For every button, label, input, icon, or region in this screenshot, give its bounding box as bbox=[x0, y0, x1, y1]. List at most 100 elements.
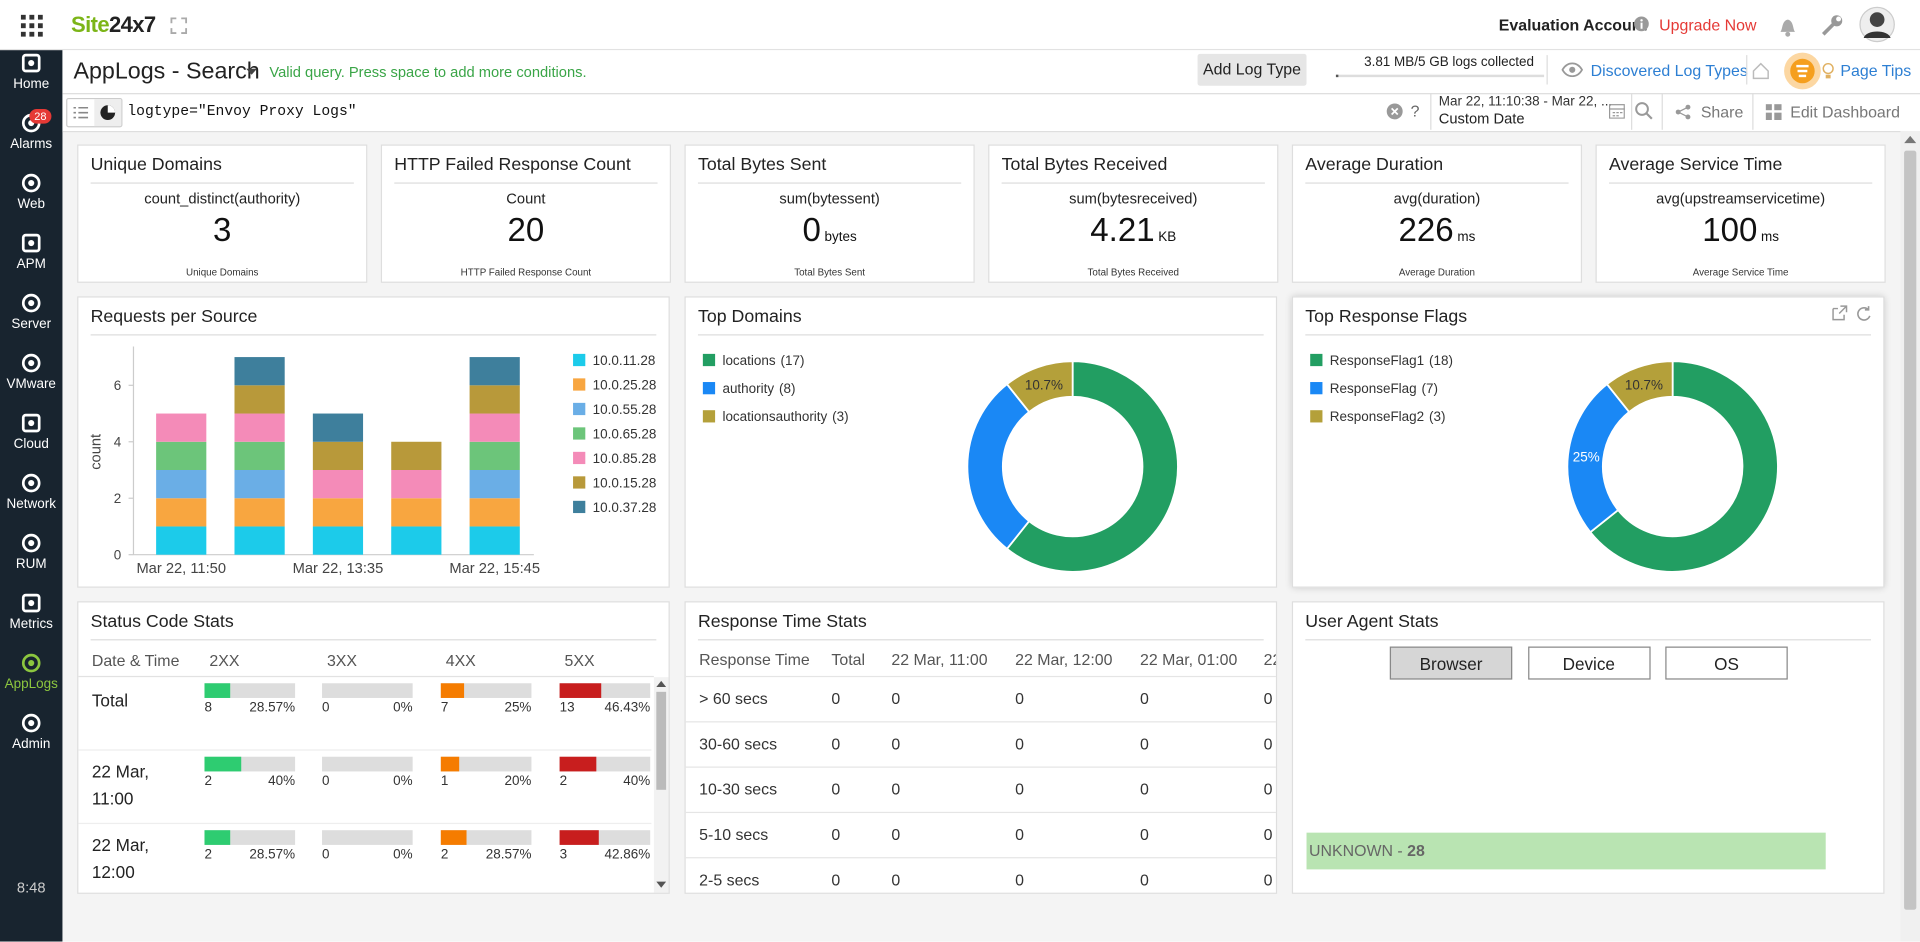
nav-icon[interactable] bbox=[21, 413, 42, 434]
account-name[interactable]: Evaluation Account bbox=[1499, 16, 1647, 34]
bar-segment[interactable] bbox=[156, 526, 206, 554]
nav-label[interactable]: Server bbox=[0, 317, 62, 332]
expand-icon[interactable] bbox=[170, 17, 187, 34]
share-button[interactable]: Share bbox=[1701, 103, 1743, 121]
bar-segment[interactable] bbox=[156, 442, 206, 470]
nav-label[interactable]: APM bbox=[0, 257, 62, 272]
bar-segment[interactable] bbox=[156, 470, 206, 498]
legend-item[interactable]: 10.0.85.28 bbox=[573, 452, 656, 467]
donut-slice[interactable] bbox=[967, 384, 1029, 549]
date-picker[interactable]: Mar 22, 11:10:38 - Mar 22, ... Custom Da… bbox=[1430, 93, 1632, 130]
list-view-icon[interactable] bbox=[73, 105, 88, 120]
bar-segment[interactable] bbox=[470, 385, 520, 413]
table-scroll-arrows[interactable] bbox=[656, 677, 666, 893]
bar-segment[interactable] bbox=[234, 385, 284, 413]
chart-view-toggle[interactable] bbox=[94, 99, 121, 126]
nav-icon[interactable] bbox=[21, 233, 42, 254]
nav-label[interactable]: AppLogs bbox=[0, 677, 62, 692]
bar-segment[interactable] bbox=[470, 498, 520, 526]
bar-segment[interactable] bbox=[391, 442, 441, 470]
tab[interactable]: Device bbox=[1528, 647, 1650, 680]
bar-segment[interactable] bbox=[391, 470, 441, 498]
eye-icon[interactable] bbox=[1561, 62, 1583, 77]
query-help[interactable]: ? bbox=[1411, 102, 1420, 120]
bar-segment[interactable] bbox=[156, 414, 206, 442]
nav-label[interactable]: Cloud bbox=[0, 437, 62, 452]
bar-segment[interactable] bbox=[470, 526, 520, 554]
agent-bar[interactable]: UNKNOWN28 bbox=[1307, 833, 1826, 870]
scroll-up-arrow[interactable] bbox=[1904, 136, 1916, 143]
nav-icon[interactable] bbox=[21, 713, 42, 734]
bar-segment[interactable] bbox=[156, 498, 206, 526]
nav-icon[interactable] bbox=[21, 533, 42, 554]
legend-item[interactable]: 10.0.65.28 bbox=[573, 427, 656, 442]
dashboard-icon[interactable] bbox=[1766, 104, 1782, 120]
bar-segment[interactable] bbox=[313, 470, 363, 498]
nav-label[interactable]: Web bbox=[0, 197, 62, 212]
bar-segment[interactable] bbox=[313, 442, 363, 470]
tab[interactable]: Browser bbox=[1390, 647, 1512, 680]
bar-segment[interactable] bbox=[234, 414, 284, 442]
search-icon[interactable] bbox=[1635, 102, 1653, 120]
clear-query-icon[interactable] bbox=[1386, 103, 1403, 120]
nav-icon[interactable] bbox=[21, 293, 42, 314]
bar-segment[interactable] bbox=[391, 498, 441, 526]
legend-item[interactable]: ResponseFlag(7) bbox=[1310, 382, 1438, 397]
add-log-type-button[interactable]: Add Log Type bbox=[1198, 54, 1307, 86]
bar-segment[interactable] bbox=[313, 414, 363, 442]
bar-segment[interactable] bbox=[234, 357, 284, 385]
nav-label[interactable]: Admin bbox=[0, 737, 62, 752]
nav-label[interactable]: RUM bbox=[0, 557, 62, 572]
bar-segment[interactable] bbox=[234, 526, 284, 554]
legend-item[interactable]: locations(17) bbox=[703, 354, 805, 369]
scroll-thumb[interactable] bbox=[1904, 151, 1916, 910]
nav-label[interactable]: VMware bbox=[0, 377, 62, 392]
settings-icon[interactable] bbox=[1820, 13, 1844, 37]
bar-segment[interactable] bbox=[234, 498, 284, 526]
bar-segment[interactable] bbox=[470, 414, 520, 442]
legend-item[interactable]: 10.0.11.28 bbox=[573, 354, 655, 369]
legend-item[interactable]: 10.0.15.28 bbox=[573, 476, 656, 491]
nav-label[interactable]: Alarms bbox=[0, 137, 62, 152]
nav-label[interactable]: Network bbox=[0, 497, 62, 512]
bar-segment[interactable] bbox=[470, 442, 520, 470]
home-shortcut-icon[interactable] bbox=[1752, 62, 1769, 79]
bar-segment[interactable] bbox=[313, 526, 363, 554]
legend-item[interactable]: 10.0.25.28 bbox=[573, 378, 656, 393]
view-toggle[interactable] bbox=[66, 98, 122, 127]
upgrade-link[interactable]: Upgrade Now bbox=[1659, 16, 1756, 34]
share-icon[interactable] bbox=[1675, 104, 1691, 120]
bar-segment[interactable] bbox=[470, 357, 520, 385]
legend-item[interactable]: ResponseFlag2(3) bbox=[1310, 410, 1445, 425]
app-menu-icon[interactable] bbox=[21, 15, 43, 37]
info-icon[interactable] bbox=[1633, 16, 1649, 32]
legend-item[interactable]: locationsauthority(3) bbox=[703, 410, 849, 425]
bar-segment[interactable] bbox=[313, 498, 363, 526]
nav-label[interactable]: Metrics bbox=[0, 617, 62, 632]
bar-segment[interactable] bbox=[234, 442, 284, 470]
title-caret[interactable] bbox=[246, 69, 257, 76]
notification-icon[interactable] bbox=[1776, 13, 1800, 37]
bar-segment[interactable] bbox=[470, 470, 520, 498]
nav-icon[interactable] bbox=[21, 173, 42, 194]
legend-item[interactable]: authority(8) bbox=[703, 382, 796, 397]
bar-segment[interactable] bbox=[391, 526, 441, 554]
bulb-icon[interactable] bbox=[1822, 62, 1834, 79]
discovered-link[interactable]: Discovered Log Types bbox=[1591, 61, 1748, 79]
avatar[interactable] bbox=[1859, 6, 1896, 43]
bar-segment[interactable] bbox=[234, 470, 284, 498]
nav-icon[interactable] bbox=[21, 353, 42, 374]
nav-label[interactable]: Home bbox=[0, 77, 62, 92]
table-scrollbar[interactable] bbox=[654, 677, 669, 893]
nav-icon[interactable] bbox=[21, 593, 42, 614]
edit-dashboard-button[interactable]: Edit Dashboard bbox=[1790, 103, 1900, 121]
page-tips-link[interactable]: Page Tips bbox=[1840, 61, 1911, 79]
legend-item[interactable]: 10.0.55.28 bbox=[573, 403, 656, 418]
query-input[interactable]: logtype="Envoy Proxy Logs" bbox=[127, 103, 356, 120]
page-title[interactable]: AppLogs - Search bbox=[73, 59, 259, 86]
page-scrollbar[interactable] bbox=[1900, 131, 1920, 942]
nav-icon[interactable] bbox=[21, 653, 42, 674]
brand[interactable]: Site24x7 bbox=[71, 12, 156, 38]
nav-icon[interactable] bbox=[21, 53, 42, 74]
tab[interactable]: OS bbox=[1665, 647, 1787, 680]
